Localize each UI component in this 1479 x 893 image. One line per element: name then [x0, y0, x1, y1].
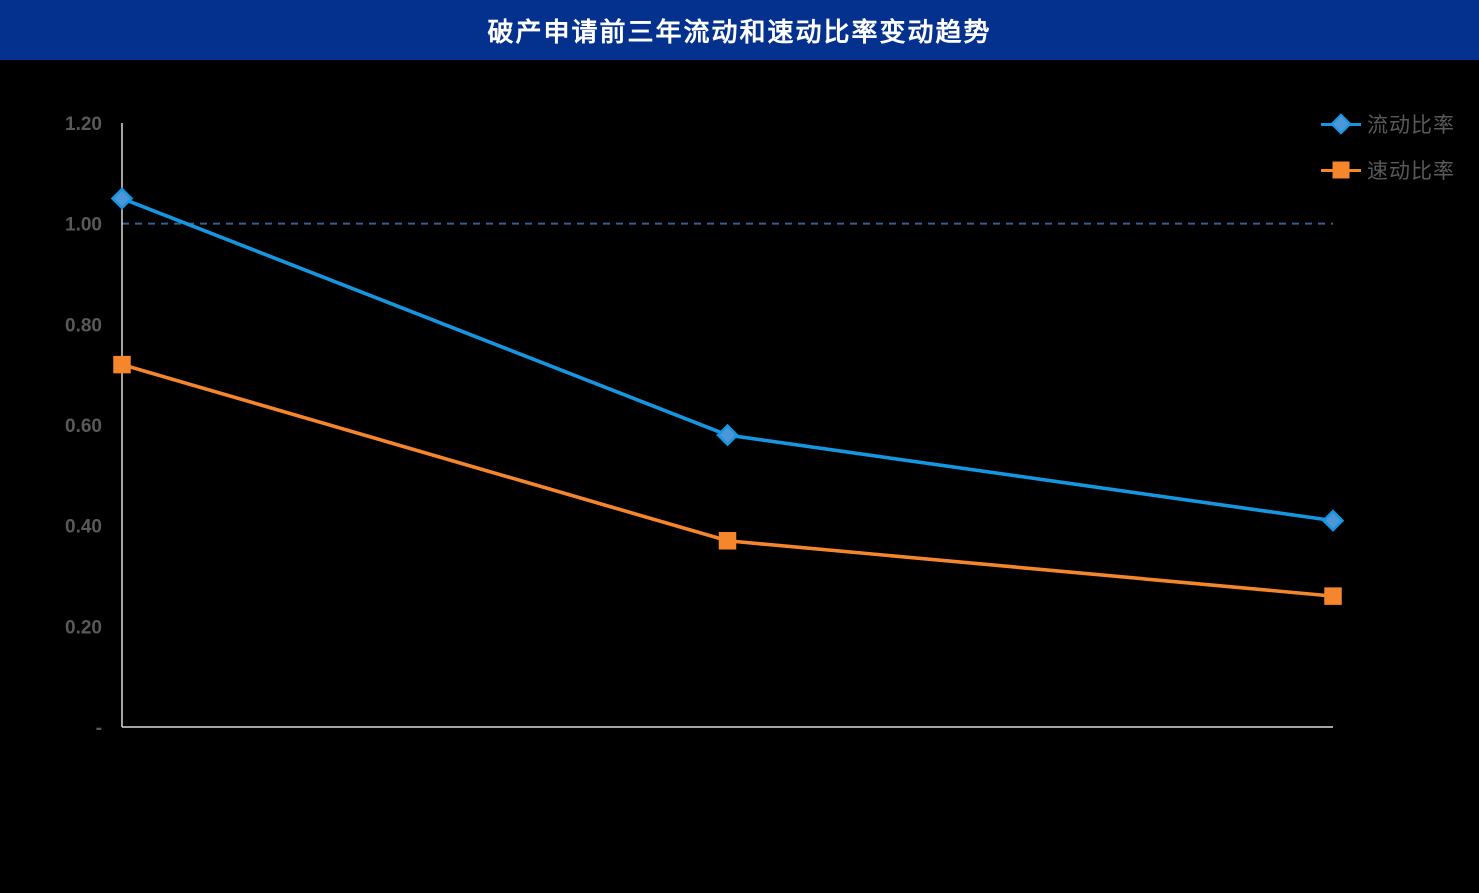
y-tick-label: 0.60	[65, 416, 102, 437]
legend-label-quick-ratio: 速动比率	[1367, 160, 1455, 183]
y-tick-label: 0.40	[65, 517, 102, 538]
data-point-square-icon	[718, 532, 737, 550]
data-point-square-icon	[1324, 587, 1342, 605]
data-point-diamond-icon	[110, 187, 134, 210]
legend-line-sample	[1321, 113, 1361, 135]
y-tick-label: 0.20	[65, 617, 102, 638]
series-line-1	[121, 362, 1334, 598]
y-tick-label: 1.00	[65, 215, 102, 236]
data-point-diamond-icon	[716, 423, 739, 447]
data-point-square-icon	[113, 355, 131, 374]
legend: 流动比率 速动比率	[1321, 112, 1455, 183]
chart-title: 破产申请前三年流动和速动比率变动趋势	[487, 16, 992, 47]
legend-line-sample	[1321, 161, 1361, 179]
legend-square-marker-icon	[1332, 161, 1350, 179]
series-line-0	[121, 196, 1334, 523]
data-point-diamond-icon	[1321, 509, 1345, 532]
title-bar: 破产申请前三年流动和速动比率变动趋势	[0, 0, 1479, 60]
y-tick-label: 1.20	[65, 114, 102, 135]
legend-diamond-marker-icon	[1330, 113, 1352, 135]
legend-item-quick-ratio: 速动比率	[1321, 158, 1455, 183]
y-tick-label: -	[96, 718, 102, 739]
legend-label-current-ratio: 流动比率	[1367, 114, 1455, 137]
y-tick-label: 0.80	[65, 315, 102, 336]
legend-item-current-ratio: 流动比率	[1321, 112, 1455, 137]
